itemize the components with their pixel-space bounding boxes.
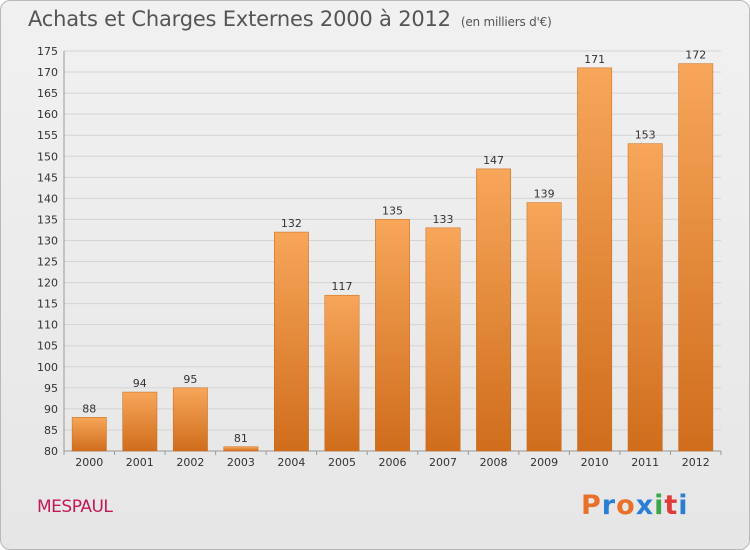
x-tick-label: 2008: [480, 456, 508, 469]
y-tick-label: 80: [44, 445, 58, 458]
bar: [476, 168, 512, 452]
y-tick-label: 175: [37, 45, 58, 58]
data-label: 117: [331, 280, 352, 293]
bar: [223, 446, 259, 452]
x-tick-label: 2005: [328, 456, 356, 469]
y-tick-label: 120: [37, 277, 58, 290]
bars: [71, 63, 714, 452]
x-tick-label: 2010: [581, 456, 609, 469]
data-label: 171: [584, 53, 605, 66]
y-tick-label: 95: [44, 382, 58, 395]
bar: [425, 227, 461, 452]
data-label: 153: [635, 129, 656, 142]
bar: [627, 143, 663, 452]
proxiti-logo[interactable]: Proxiti: [581, 490, 689, 521]
logo-letter: t: [664, 490, 679, 521]
x-tick-label: 2000: [75, 456, 103, 469]
y-tick-label: 140: [37, 192, 58, 205]
x-tick-label: 2009: [530, 456, 558, 469]
y-tick-label: 130: [37, 234, 58, 247]
data-label: 135: [382, 204, 403, 217]
bar: [678, 63, 714, 452]
title-text: Achats et Charges Externes 2000 à 2012: [28, 7, 451, 31]
y-tick-label: 155: [37, 129, 58, 142]
y-tick-label: 90: [44, 403, 58, 416]
title-unit: (en milliers d'€): [460, 15, 552, 29]
data-label: 133: [433, 213, 454, 226]
y-tick-label: 100: [37, 361, 58, 374]
logo-letter: P: [581, 490, 602, 521]
data-labels: 88 94 95 81 132 117 135 133 147 139 171 153 172: [82, 49, 706, 445]
bar: [172, 387, 208, 452]
logo-letter: r: [601, 490, 617, 521]
data-label: 132: [281, 217, 302, 230]
y-tick-label: 110: [37, 319, 58, 332]
y-tick-label: 125: [37, 256, 58, 269]
bar: [324, 294, 360, 452]
y-tick-label: 170: [37, 66, 58, 79]
bar: [122, 391, 158, 452]
data-label: 81: [234, 432, 248, 445]
logo-letter: i: [654, 490, 665, 521]
y-tick-label: 135: [37, 213, 58, 226]
x-tick-label: 2004: [277, 456, 305, 469]
x-tick-label: 2003: [227, 456, 255, 469]
data-label: 139: [534, 188, 555, 201]
bar: [526, 202, 562, 452]
data-label: 172: [685, 49, 706, 62]
y-tick-label: 105: [37, 340, 58, 353]
bar: [375, 219, 410, 452]
x-tick-label: 2002: [176, 456, 204, 469]
data-label: 95: [183, 373, 197, 386]
data-label: 88: [82, 402, 96, 415]
y-tick-label: 115: [37, 298, 58, 311]
y-tick-label: 165: [37, 87, 58, 100]
chart-title: Achats et Charges Externes 2000 à 2012 (e…: [28, 7, 552, 31]
bar: [273, 231, 309, 452]
x-tick-label: 2001: [126, 456, 154, 469]
y-tick-label: 150: [37, 150, 58, 163]
x-tick-label: 2007: [429, 456, 457, 469]
data-label: 147: [483, 154, 504, 167]
y-tick-label: 85: [44, 424, 58, 437]
logo-letter: x: [635, 490, 655, 521]
x-tick-label: 2012: [682, 456, 710, 469]
logo-letter: i: [678, 490, 689, 521]
bar: [577, 67, 613, 452]
commune-name: MESPAUL: [37, 497, 113, 517]
x-tick-label: 2006: [379, 456, 407, 469]
x-tick-label: 2011: [631, 456, 659, 469]
data-label: 94: [133, 377, 147, 390]
logo-letter: o: [616, 490, 636, 521]
y-tick-label: 145: [37, 171, 58, 184]
y-tick-label: 160: [37, 108, 58, 121]
bar: [71, 417, 107, 452]
